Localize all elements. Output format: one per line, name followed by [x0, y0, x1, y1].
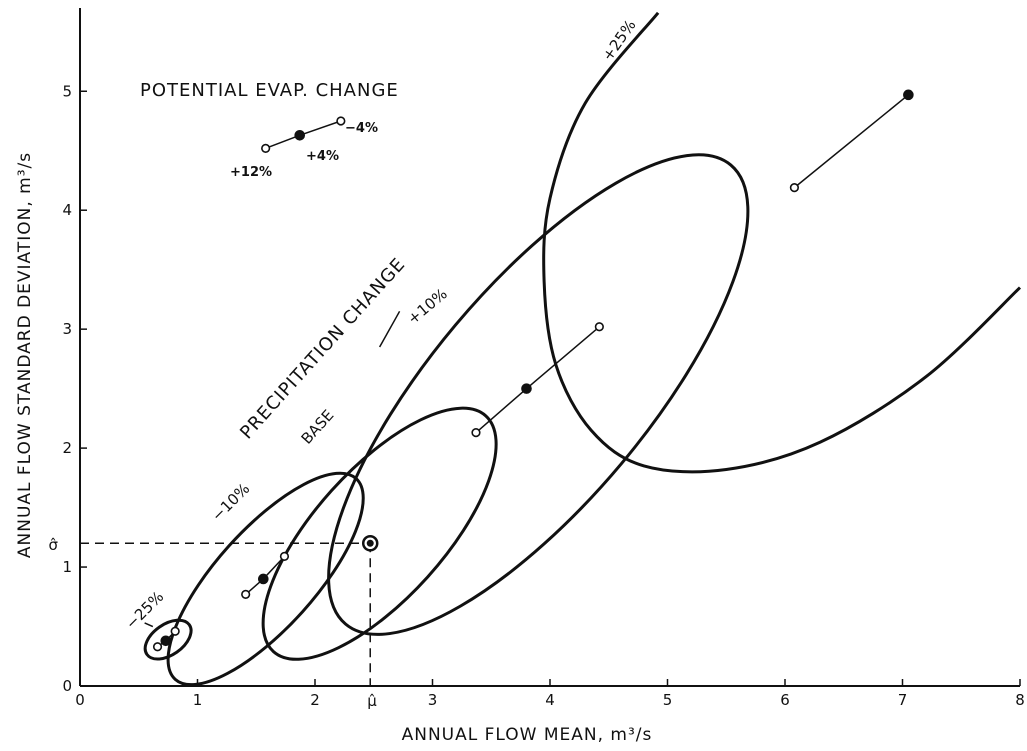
x-tick-label: 0 [75, 691, 85, 709]
x-tick-label: 5 [663, 691, 673, 709]
annotation-base: BASE [298, 406, 338, 447]
data-point [789, 183, 800, 193]
data-point [336, 116, 346, 126]
label-leader [378, 310, 401, 348]
data-curves [144, 11, 1022, 628]
annotation-evap-plus12: +12% [230, 165, 272, 180]
ellipse-−25% [143, 618, 193, 661]
x-tick-label: 1 [193, 691, 203, 709]
x-tick-label: 6 [780, 691, 790, 709]
annotation-evap-minus4: −4% [345, 121, 378, 136]
y-tick-label: 4 [62, 201, 72, 219]
data-point [152, 642, 163, 652]
data-point [471, 428, 481, 438]
annotation-potential-evap: POTENTIAL EVAP. CHANGE [140, 80, 399, 101]
data-point [160, 635, 172, 647]
y-tick-label: 1 [62, 558, 72, 576]
annotation-plus10: +10% [404, 285, 451, 328]
annotation-evap-plus4: +4% [306, 149, 339, 164]
mu-hat-label: μ̂ [367, 692, 377, 710]
series-line [793, 94, 909, 189]
data-point [294, 129, 306, 141]
data-point [903, 89, 914, 101]
base-guides [80, 542, 371, 686]
y-tick-label: 5 [62, 82, 72, 100]
data-point [521, 383, 532, 394]
x-tick-label: 8 [1015, 691, 1025, 709]
data-point [170, 626, 180, 636]
curve-plus25 [542, 11, 1022, 474]
y-tick-label: 2 [62, 439, 72, 457]
data-point [594, 322, 604, 332]
data-point [261, 143, 271, 153]
y-axis-title: ANNUAL FLOW STANDARD DEVIATION, m³/s [15, 152, 35, 558]
x-tick-label: 3 [428, 691, 438, 709]
data-series [152, 89, 914, 652]
x-axis-title: ANNUAL FLOW MEAN, m³/s [402, 725, 653, 745]
base-point-dot [366, 539, 374, 547]
data-point [279, 551, 290, 561]
data-ellipses [143, 153, 750, 687]
x-tick-label: 2 [310, 691, 320, 709]
data-point [241, 589, 251, 600]
data-point [257, 573, 269, 585]
ellipse-+10% [327, 153, 750, 636]
ellipse-BASE [261, 406, 498, 661]
sigma-hat-label: σ̂ [48, 536, 58, 554]
annotation-minus10: −10% [208, 480, 253, 525]
x-tick-label: 7 [898, 691, 908, 709]
label-leader [144, 622, 154, 628]
y-tick-label: 0 [62, 677, 72, 695]
y-tick-label: 3 [62, 320, 72, 338]
x-tick-label: 4 [545, 691, 555, 709]
axes: 0 1 2 3 4 5 6 7 8 0 1 2 3 4 5 [62, 8, 1025, 709]
